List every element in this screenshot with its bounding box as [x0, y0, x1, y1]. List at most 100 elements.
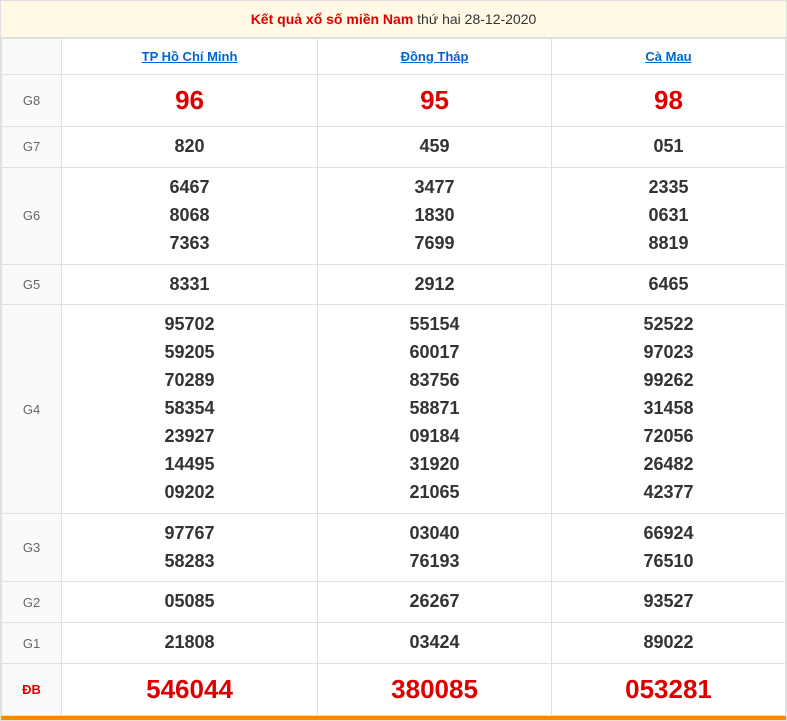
prize-number: 8068 [66, 202, 313, 230]
prize-value: 21808 [62, 623, 318, 664]
prize-value: 6692476510 [552, 513, 786, 582]
prize-value: 98 [552, 75, 786, 127]
prize-value: 820 [62, 127, 318, 168]
prize-number: 52522 [556, 311, 781, 339]
prize-number: 97023 [556, 339, 781, 367]
prize-number: 546044 [66, 674, 313, 705]
prize-number: 7363 [66, 230, 313, 258]
prize-value: 52522970239926231458720562648242377 [552, 305, 786, 513]
prize-value: 6465 [552, 264, 786, 305]
prize-row: G3977675828303040761936692476510 [2, 513, 786, 582]
prize-number: 820 [66, 133, 313, 161]
prize-number: 8331 [66, 271, 313, 299]
prize-number: 58283 [66, 548, 313, 576]
title-suffix: thứ hai 28-12-2020 [417, 11, 536, 27]
prize-label: G2 [2, 582, 62, 623]
prize-label: G3 [2, 513, 62, 582]
prize-label: G8 [2, 75, 62, 127]
prize-value: 546044 [62, 664, 318, 716]
prize-label: G6 [2, 167, 62, 264]
prize-number: 93527 [556, 588, 781, 616]
prize-number: 31920 [322, 451, 547, 479]
prize-number: 60017 [322, 339, 547, 367]
prize-value: 95702592057028958354239271449509202 [62, 305, 318, 513]
prize-row: G6646780687363347718307699233506318819 [2, 167, 786, 264]
prize-number: 14495 [66, 451, 313, 479]
prize-number: 66924 [556, 520, 781, 548]
prize-number: 053281 [556, 674, 781, 705]
province-link-1[interactable]: Đồng Tháp [401, 49, 469, 64]
province-header-0: TP Hồ Chí Minh [62, 39, 318, 75]
prize-label: ĐB [2, 664, 62, 716]
lottery-results-container: Kết quả xổ số miền Nam thứ hai 28-12-202… [0, 0, 787, 721]
province-header-1: Đồng Tháp [318, 39, 552, 75]
prize-number: 1830 [322, 202, 547, 230]
prize-number: 05085 [66, 588, 313, 616]
prize-number: 2912 [322, 271, 547, 299]
prize-number: 3477 [322, 174, 547, 202]
prize-row: G896 95 98 [2, 75, 786, 127]
prize-number: 7699 [322, 230, 547, 258]
prize-value: 380085 [318, 664, 552, 716]
prize-number: 6465 [556, 271, 781, 299]
province-link-2[interactable]: Cà Mau [645, 49, 691, 64]
prize-value: 053281 [552, 664, 786, 716]
prize-number: 72056 [556, 423, 781, 451]
prize-number: 95 [322, 85, 547, 116]
prize-number: 31458 [556, 395, 781, 423]
prize-row: G7820459051 [2, 127, 786, 168]
prize-number: 09184 [322, 423, 547, 451]
prize-number: 42377 [556, 479, 781, 507]
prize-value: 8331 [62, 264, 318, 305]
prize-label: G4 [2, 305, 62, 513]
prize-value: 347718307699 [318, 167, 552, 264]
prize-number: 8819 [556, 230, 781, 258]
prize-number: 0631 [556, 202, 781, 230]
prize-number: 59205 [66, 339, 313, 367]
prize-value: 93527 [552, 582, 786, 623]
prize-value: 233506318819 [552, 167, 786, 264]
title-bar: Kết quả xổ số miền Nam thứ hai 28-12-202… [1, 1, 786, 38]
prize-row: G5833129126465 [2, 264, 786, 305]
prize-row: ĐB546044 380085 053281 [2, 664, 786, 716]
bottom-accent-bar [1, 716, 786, 720]
prize-value: 96 [62, 75, 318, 127]
prize-value: 03424 [318, 623, 552, 664]
prize-number: 09202 [66, 479, 313, 507]
prize-number: 380085 [322, 674, 547, 705]
prize-row: G495702592057028958354239271449509202551… [2, 305, 786, 513]
prize-number: 23927 [66, 423, 313, 451]
prize-number: 58871 [322, 395, 547, 423]
prize-value: 0304076193 [318, 513, 552, 582]
prize-number: 98 [556, 85, 781, 116]
province-link-0[interactable]: TP Hồ Chí Minh [142, 49, 238, 64]
prize-number: 03424 [322, 629, 547, 657]
prize-number: 70289 [66, 367, 313, 395]
prize-number: 26267 [322, 588, 547, 616]
prize-number: 58354 [66, 395, 313, 423]
header-row: TP Hồ Chí Minh Đồng Tháp Cà Mau [2, 39, 786, 75]
prize-number: 99262 [556, 367, 781, 395]
prize-value: 89022 [552, 623, 786, 664]
prize-value: 55154600178375658871091843192021065 [318, 305, 552, 513]
prize-label: G1 [2, 623, 62, 664]
prize-number: 03040 [322, 520, 547, 548]
prize-number: 21065 [322, 479, 547, 507]
prize-value: 459 [318, 127, 552, 168]
prize-row: G205085 26267 93527 [2, 582, 786, 623]
prize-number: 55154 [322, 311, 547, 339]
prize-number: 459 [322, 133, 547, 161]
header-empty [2, 39, 62, 75]
prize-number: 21808 [66, 629, 313, 657]
prize-number: 96 [66, 85, 313, 116]
prize-number: 76510 [556, 548, 781, 576]
prize-number: 89022 [556, 629, 781, 657]
prize-number: 97767 [66, 520, 313, 548]
prize-number: 051 [556, 133, 781, 161]
prize-value: 646780687363 [62, 167, 318, 264]
results-table: TP Hồ Chí Minh Đồng Tháp Cà Mau G896 95 98… [1, 38, 786, 716]
province-header-2: Cà Mau [552, 39, 786, 75]
prize-value: 2912 [318, 264, 552, 305]
prize-value: 051 [552, 127, 786, 168]
prize-number: 95702 [66, 311, 313, 339]
